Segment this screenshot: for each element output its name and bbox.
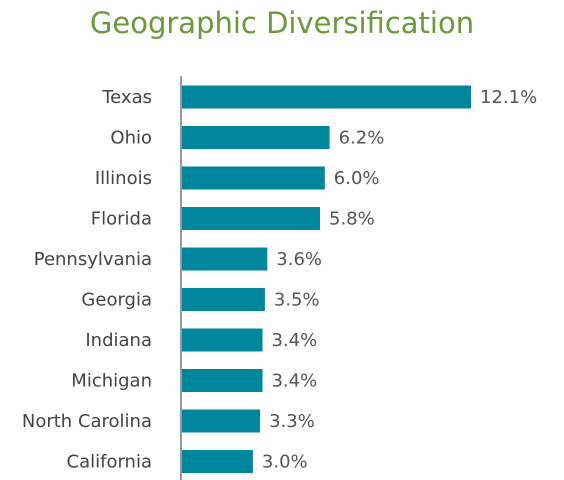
category-label-california: California (67, 452, 152, 473)
chart-title: Geographic Diversification (89, 6, 475, 40)
bar-california (181, 450, 253, 473)
bar-group (181, 85, 471, 473)
bar-pennsylvania (181, 247, 268, 271)
value-label-georgia: 3.5% (274, 290, 320, 311)
category-label-north-carolina: North Carolina (22, 411, 152, 432)
bar-georgia (181, 288, 265, 311)
value-label-ohio: 6.2% (339, 128, 385, 149)
bar-ohio (181, 126, 330, 149)
category-label-indiana: Indiana (85, 330, 152, 351)
category-label-florida: Florida (91, 209, 152, 230)
bar-north-carolina (181, 409, 261, 433)
value-labels: 12.1% 6.2% 6.0% 5.8% 3.6% 3.5% 3.4% 3.4% 3.3% 3.0… (262, 87, 537, 473)
category-labels: Texas Ohio Illinois Florida Pennsylvania Geor… (22, 87, 152, 473)
bar-florida (181, 207, 321, 230)
bar-texas (181, 85, 471, 109)
category-label-ohio: Ohio (110, 128, 152, 149)
category-label-pennsylvania: Pennsylvania (34, 249, 152, 270)
category-label-texas: Texas (101, 87, 152, 108)
value-label-indiana: 3.4% (271, 330, 317, 351)
value-label-illinois: 6.0% (334, 168, 380, 189)
category-label-georgia: Georgia (81, 290, 152, 311)
bar-illinois (181, 166, 325, 190)
value-label-florida: 5.8% (329, 209, 375, 230)
value-label-pennsylvania: 3.6% (276, 249, 322, 270)
value-label-michigan: 3.4% (271, 371, 317, 392)
bar-indiana (181, 328, 263, 352)
value-label-texas: 12.1% (480, 87, 537, 108)
category-label-illinois: Illinois (95, 168, 152, 189)
value-label-north-carolina: 3.3% (269, 411, 315, 432)
value-label-california: 3.0% (262, 452, 308, 473)
bar-michigan (181, 369, 263, 392)
category-label-michigan: Michigan (71, 371, 152, 392)
